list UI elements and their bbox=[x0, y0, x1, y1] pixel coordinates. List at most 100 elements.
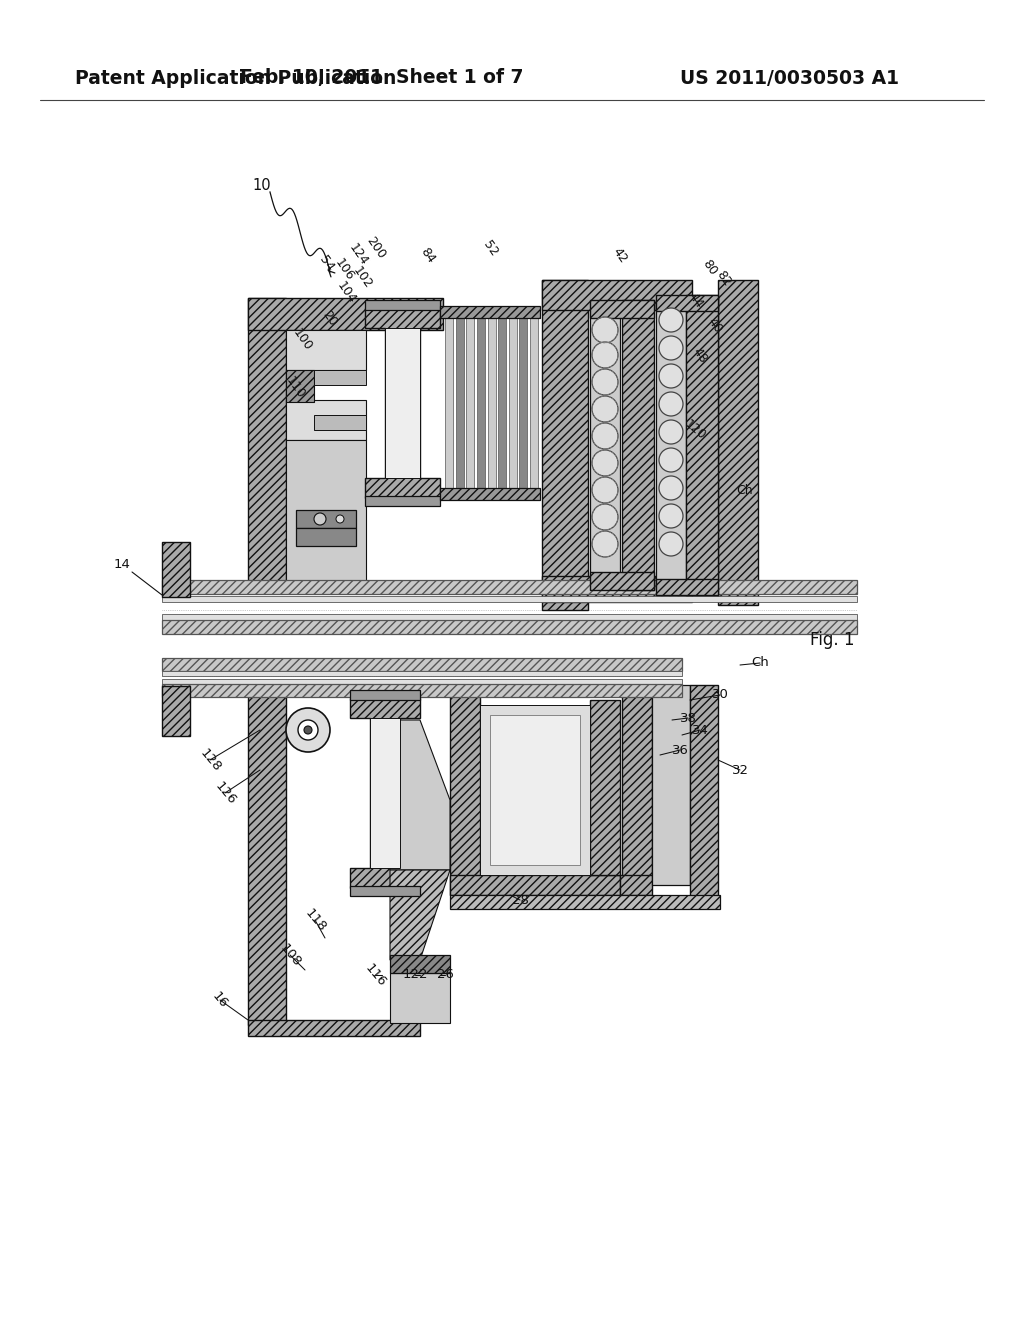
Bar bbox=[440, 306, 540, 318]
Bar bbox=[390, 954, 450, 973]
Bar bbox=[162, 671, 682, 676]
Bar bbox=[365, 300, 440, 310]
Bar bbox=[620, 875, 652, 895]
Circle shape bbox=[592, 342, 618, 368]
Bar bbox=[656, 294, 718, 312]
Circle shape bbox=[659, 532, 683, 556]
Polygon shape bbox=[390, 719, 450, 870]
Text: 118: 118 bbox=[302, 906, 328, 933]
Bar bbox=[718, 280, 758, 605]
Text: 28: 28 bbox=[512, 894, 528, 907]
Text: 34: 34 bbox=[691, 723, 709, 737]
Text: 108: 108 bbox=[276, 941, 303, 969]
Bar bbox=[530, 315, 538, 490]
Bar bbox=[162, 614, 857, 620]
Bar bbox=[162, 686, 190, 737]
Circle shape bbox=[659, 477, 683, 500]
Bar bbox=[365, 496, 440, 506]
Bar bbox=[686, 294, 718, 595]
Text: 110: 110 bbox=[283, 375, 307, 401]
Text: 20: 20 bbox=[321, 308, 340, 329]
Bar bbox=[477, 315, 485, 490]
Bar bbox=[370, 718, 400, 869]
Circle shape bbox=[314, 513, 326, 525]
Text: 48: 48 bbox=[690, 345, 710, 366]
Bar bbox=[656, 300, 686, 590]
Bar bbox=[450, 875, 620, 895]
Bar bbox=[519, 315, 527, 490]
Circle shape bbox=[592, 450, 618, 477]
Circle shape bbox=[592, 477, 618, 503]
Circle shape bbox=[659, 447, 683, 473]
Circle shape bbox=[592, 396, 618, 422]
Bar bbox=[162, 543, 190, 597]
Text: 36: 36 bbox=[672, 743, 688, 756]
Text: 122: 122 bbox=[402, 969, 428, 982]
Bar bbox=[248, 298, 286, 583]
Bar bbox=[590, 572, 654, 590]
Bar bbox=[498, 315, 506, 490]
Bar bbox=[466, 315, 474, 490]
Text: 52: 52 bbox=[480, 238, 500, 259]
Text: 100: 100 bbox=[290, 326, 314, 354]
Circle shape bbox=[592, 504, 618, 531]
Circle shape bbox=[286, 708, 330, 752]
Text: 116: 116 bbox=[361, 961, 388, 989]
Bar bbox=[162, 678, 682, 684]
Bar bbox=[456, 315, 464, 490]
Bar bbox=[162, 597, 857, 602]
Bar bbox=[248, 696, 286, 1026]
Text: 42: 42 bbox=[610, 244, 630, 265]
Bar bbox=[286, 370, 314, 403]
Text: US 2011/0030503 A1: US 2011/0030503 A1 bbox=[680, 69, 899, 87]
Bar bbox=[296, 528, 356, 546]
Bar bbox=[690, 685, 718, 900]
Text: 84: 84 bbox=[418, 244, 438, 265]
Bar bbox=[542, 280, 588, 610]
Bar bbox=[162, 657, 682, 671]
Circle shape bbox=[592, 370, 618, 395]
Circle shape bbox=[298, 719, 318, 741]
Text: Feb. 10, 2011  Sheet 1 of 7: Feb. 10, 2011 Sheet 1 of 7 bbox=[241, 69, 523, 87]
Bar bbox=[390, 973, 450, 1023]
Text: 102: 102 bbox=[350, 264, 374, 292]
Text: 26: 26 bbox=[436, 969, 454, 982]
Circle shape bbox=[659, 420, 683, 444]
Polygon shape bbox=[350, 698, 420, 888]
Bar bbox=[248, 1020, 420, 1036]
Bar bbox=[542, 576, 692, 602]
Text: 54: 54 bbox=[316, 252, 336, 273]
Text: 128: 128 bbox=[197, 746, 223, 774]
Bar bbox=[385, 327, 420, 478]
Bar bbox=[590, 300, 654, 318]
Circle shape bbox=[659, 337, 683, 360]
Text: 40: 40 bbox=[706, 314, 725, 335]
Bar bbox=[286, 400, 366, 440]
Bar bbox=[622, 685, 652, 884]
Bar bbox=[652, 685, 690, 884]
Bar bbox=[490, 715, 580, 865]
Circle shape bbox=[659, 392, 683, 416]
Text: Ch: Ch bbox=[736, 483, 754, 496]
Bar bbox=[162, 620, 857, 634]
Bar bbox=[350, 690, 420, 700]
Text: 126: 126 bbox=[212, 779, 239, 807]
Bar bbox=[542, 280, 692, 310]
Bar bbox=[480, 705, 590, 875]
Text: 32: 32 bbox=[731, 763, 749, 776]
Bar bbox=[590, 700, 620, 875]
Text: 14: 14 bbox=[114, 558, 130, 572]
Text: 82: 82 bbox=[714, 268, 734, 288]
Bar bbox=[487, 315, 496, 490]
Circle shape bbox=[659, 364, 683, 388]
Text: 30: 30 bbox=[712, 689, 728, 701]
Text: 16: 16 bbox=[210, 990, 230, 1011]
Text: 200: 200 bbox=[364, 235, 388, 261]
Text: Fig. 1: Fig. 1 bbox=[810, 631, 854, 649]
Circle shape bbox=[592, 531, 618, 557]
Text: 120: 120 bbox=[682, 417, 709, 442]
Bar bbox=[440, 488, 540, 500]
Circle shape bbox=[659, 308, 683, 333]
Polygon shape bbox=[390, 870, 450, 960]
Bar bbox=[286, 330, 366, 370]
